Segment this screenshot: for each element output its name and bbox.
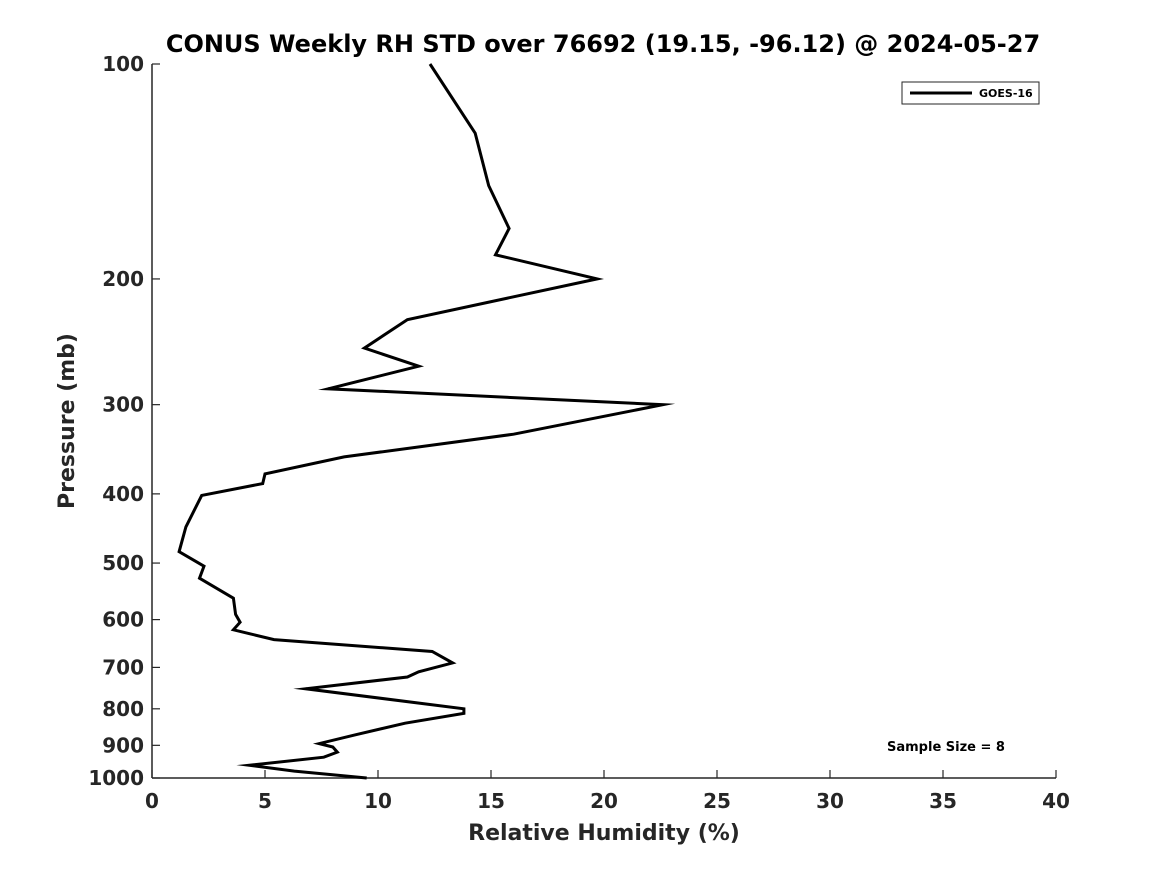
- y-tick-label-6: 700: [102, 655, 144, 679]
- series-layer: [177, 63, 676, 780]
- x-tick-label-3: 15: [477, 789, 505, 813]
- y-tick-label-7: 800: [102, 697, 144, 721]
- x-axis-label: Relative Humidity (%): [468, 821, 740, 846]
- y-tick-label-0: 100: [102, 52, 144, 76]
- y-tick-label-2: 300: [102, 393, 144, 417]
- sample-size-annotation: Sample Size = 8: [887, 740, 1005, 755]
- x-tick-label-7: 35: [929, 789, 957, 813]
- x-tick-label-6: 30: [816, 789, 844, 813]
- x-tick-label-4: 20: [590, 789, 618, 813]
- legend: GOES-16: [901, 81, 1040, 105]
- chart-title: CONUS Weekly RH STD over 76692 (19.15, -…: [166, 30, 1040, 58]
- x-tick-label-1: 5: [258, 789, 272, 813]
- y-axis-label: Pressure (mb): [55, 333, 80, 509]
- x-tick-label-8: 40: [1042, 789, 1070, 813]
- x-tick-label-5: 25: [703, 789, 731, 813]
- axes: [151, 64, 1056, 779]
- series-line-0: [177, 63, 676, 780]
- y-tick-label-3: 400: [102, 482, 144, 506]
- y-tick-label-9: 1000: [88, 766, 144, 790]
- y-tick-label-4: 500: [102, 551, 144, 575]
- y-tick-label-8: 900: [102, 733, 144, 757]
- x-tick-label-2: 10: [364, 789, 392, 813]
- legend-label-goes-16: GOES-16: [979, 87, 1033, 100]
- y-ticks: 100 200 300 400 500 600 700 800 900 1000: [88, 52, 160, 790]
- y-tick-label-1: 200: [102, 267, 144, 291]
- x-ticks: 0 5 10 15 20 25 30 35 40: [145, 770, 1070, 813]
- y-tick-label-5: 600: [102, 608, 144, 632]
- x-tick-label-0: 0: [145, 789, 159, 813]
